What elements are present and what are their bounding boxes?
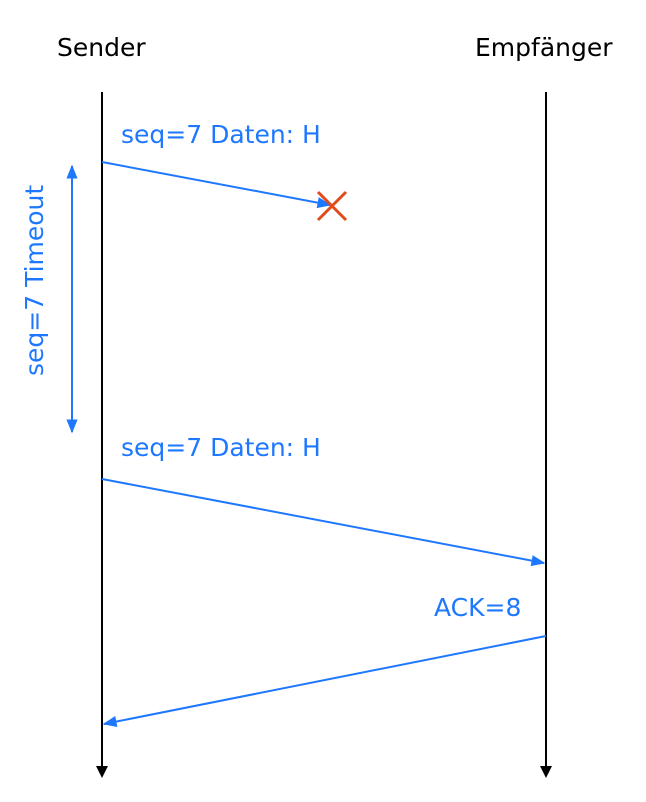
lost-message-arrow bbox=[101, 161, 332, 209]
ack-message-arrow bbox=[102, 635, 547, 728]
message-label-lost: seq=7 Daten: H bbox=[121, 120, 321, 149]
timeout-label: seq=7 Timeout bbox=[20, 185, 49, 376]
sender-lifeline-arrowhead bbox=[96, 766, 108, 778]
ack-label: ACK=8 bbox=[434, 593, 521, 622]
cross-icon bbox=[316, 190, 348, 222]
retransmit-message-arrow bbox=[101, 478, 546, 567]
receiver-label: Empfänger bbox=[475, 33, 613, 62]
sender-label: Sender bbox=[57, 33, 146, 62]
message-label-retransmit: seq=7 Daten: H bbox=[121, 433, 321, 462]
receiver-lifeline-arrowhead bbox=[540, 766, 552, 778]
